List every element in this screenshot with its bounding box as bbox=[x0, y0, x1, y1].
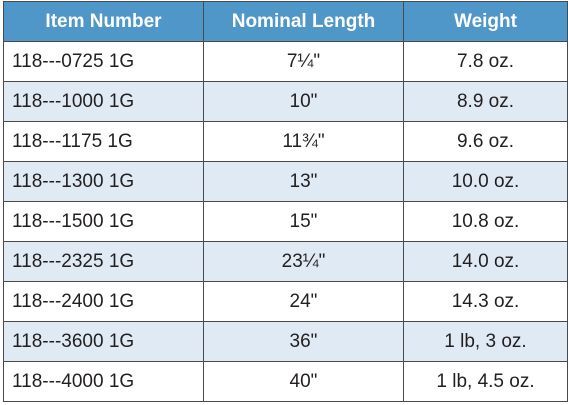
nominal-length-cell: 11¾" bbox=[203, 121, 404, 162]
table-row: 118---1300 1G 13" 10.0 oz. bbox=[3, 161, 568, 202]
item-number-cell: 118---3600 1G bbox=[3, 321, 204, 362]
weight-cell: 7.8 oz. bbox=[403, 41, 568, 82]
table-row: 118---2400 1G 24" 14.3 oz. bbox=[3, 281, 568, 322]
spec-table: Item Number Nominal Length Weight 118---… bbox=[3, 1, 568, 402]
item-number-cell: 118---1000 1G bbox=[3, 81, 204, 122]
column-header-item-number: Item Number bbox=[3, 1, 204, 42]
nominal-length-cell: 10" bbox=[203, 81, 404, 122]
nominal-length-cell: 40" bbox=[203, 361, 404, 402]
nominal-length-cell: 15" bbox=[203, 201, 404, 242]
table-row: 118---2325 1G 23¼" 14.0 oz. bbox=[3, 241, 568, 282]
nominal-length-cell: 13" bbox=[203, 161, 404, 202]
column-header-weight: Weight bbox=[403, 1, 568, 42]
weight-cell: 10.0 oz. bbox=[403, 161, 568, 202]
item-number-cell: 118---1300 1G bbox=[3, 161, 204, 202]
weight-cell: 14.0 oz. bbox=[403, 241, 568, 282]
item-number-cell: 118---2400 1G bbox=[3, 281, 204, 322]
item-number-cell: 118---2325 1G bbox=[3, 241, 204, 282]
nominal-length-cell: 36" bbox=[203, 321, 404, 362]
weight-cell: 10.8 oz. bbox=[403, 201, 568, 242]
item-number-cell: 118---4000 1G bbox=[3, 361, 204, 402]
table-row: 118---1175 1G 11¾" 9.6 oz. bbox=[3, 121, 568, 162]
column-header-nominal-length: Nominal Length bbox=[203, 1, 404, 42]
weight-cell: 8.9 oz. bbox=[403, 81, 568, 122]
table-row: 118---3600 1G 36" 1 lb, 3 oz. bbox=[3, 321, 568, 362]
table-row: 118---0725 1G 7¼" 7.8 oz. bbox=[3, 41, 568, 82]
weight-cell: 1 lb, 3 oz. bbox=[403, 321, 568, 362]
weight-cell: 9.6 oz. bbox=[403, 121, 568, 162]
table-row: 118---1500 1G 15" 10.8 oz. bbox=[3, 201, 568, 242]
nominal-length-cell: 23¼" bbox=[203, 241, 404, 282]
weight-cell: 1 lb, 4.5 oz. bbox=[403, 361, 568, 402]
table-row: 118---4000 1G 40" 1 lb, 4.5 oz. bbox=[3, 361, 568, 402]
item-number-cell: 118---0725 1G bbox=[3, 41, 204, 82]
weight-cell: 14.3 oz. bbox=[403, 281, 568, 322]
nominal-length-cell: 7¼" bbox=[203, 41, 404, 82]
item-number-cell: 118---1175 1G bbox=[3, 121, 204, 162]
table-row: 118---1000 1G 10" 8.9 oz. bbox=[3, 81, 568, 122]
header-row: Item Number Nominal Length Weight bbox=[3, 1, 568, 42]
item-number-cell: 118---1500 1G bbox=[3, 201, 204, 242]
nominal-length-cell: 24" bbox=[203, 281, 404, 322]
